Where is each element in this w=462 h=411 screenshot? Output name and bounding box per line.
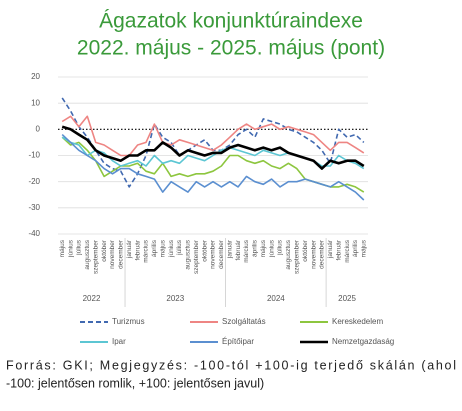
x-tick-label: október	[101, 239, 108, 262]
legend-label: Nemzetgazdaság	[332, 337, 394, 346]
x-tick-label: március	[344, 239, 351, 263]
x-tick-label: augusztus	[285, 239, 292, 269]
x-tick-label: október	[201, 239, 208, 262]
x-tick-label: február	[134, 239, 141, 260]
legend-label: Kereskedelem	[332, 317, 383, 326]
x-tick-label: november	[210, 239, 217, 269]
x-tick-label: április	[252, 239, 259, 257]
x-tick-label: július	[76, 239, 83, 256]
x-tick-label: február	[235, 239, 242, 260]
x-tick-label: június	[67, 239, 74, 258]
year-label: 2025	[338, 294, 356, 303]
y-tick-label: -10	[28, 151, 40, 160]
x-tick-label: június	[268, 239, 275, 258]
note: Forrás: GKI; Megjegyzés: -100-tól +100-i…	[6, 358, 456, 372]
x-tick-label: május	[59, 239, 66, 257]
y-tick-label: 0	[36, 124, 41, 133]
legend-label: Szolgáltatás	[222, 317, 266, 326]
year-label: 2024	[267, 294, 285, 303]
legend-label: Ipar	[112, 337, 126, 346]
x-tick-label: március	[243, 239, 250, 263]
x-tick-label: március	[143, 239, 150, 263]
x-tick-label: szeptember	[294, 239, 301, 274]
x-tick-label: június	[168, 239, 175, 258]
x-tick-label: május	[361, 239, 368, 257]
legend-label: Turizmus	[112, 317, 145, 326]
x-tick-label: január	[226, 239, 233, 259]
y-tick-label: 20	[31, 72, 40, 81]
x-tick-label: november	[310, 239, 317, 269]
x-tick-label: január	[126, 239, 133, 259]
x-tick-label: november	[109, 239, 116, 269]
x-tick-label: december	[118, 239, 125, 269]
x-tick-label: január	[327, 239, 334, 259]
x-tick-label: május	[159, 239, 166, 257]
x-tick-label: február	[335, 239, 342, 260]
x-tick-label: április	[151, 239, 158, 257]
x-tick-label: május	[260, 239, 267, 257]
x-tick-label: október	[302, 239, 309, 262]
x-tick-label: augusztus	[185, 239, 192, 269]
chart-title: Ágazatok konjunktúraindexe	[99, 10, 363, 33]
x-tick-label: december	[218, 239, 225, 269]
year-label: 2023	[166, 294, 184, 303]
chart-subtitle: 2022. május - 2025. május (pont)	[77, 37, 385, 60]
legend-label: Építőipar	[222, 337, 254, 346]
x-tick-label: december	[319, 239, 326, 269]
x-tick-label: július	[176, 239, 183, 256]
x-tick-label: július	[277, 239, 284, 256]
y-tick-label: -30	[28, 203, 40, 212]
x-tick-label: szeptember	[193, 239, 200, 274]
x-tick-label: augusztus	[84, 239, 91, 269]
series-line	[61, 134, 365, 201]
series-line	[61, 115, 365, 157]
y-tick-label: -20	[28, 177, 40, 186]
note: -100: jelentősen romlik, +100: jelentőse…	[6, 376, 264, 390]
x-tick-label: szeptember	[92, 239, 99, 274]
y-tick-label: 10	[31, 98, 40, 107]
series-line	[61, 125, 365, 170]
x-tick-label: április	[352, 239, 359, 257]
year-label: 2022	[83, 294, 101, 303]
y-tick-label: -40	[28, 229, 40, 238]
